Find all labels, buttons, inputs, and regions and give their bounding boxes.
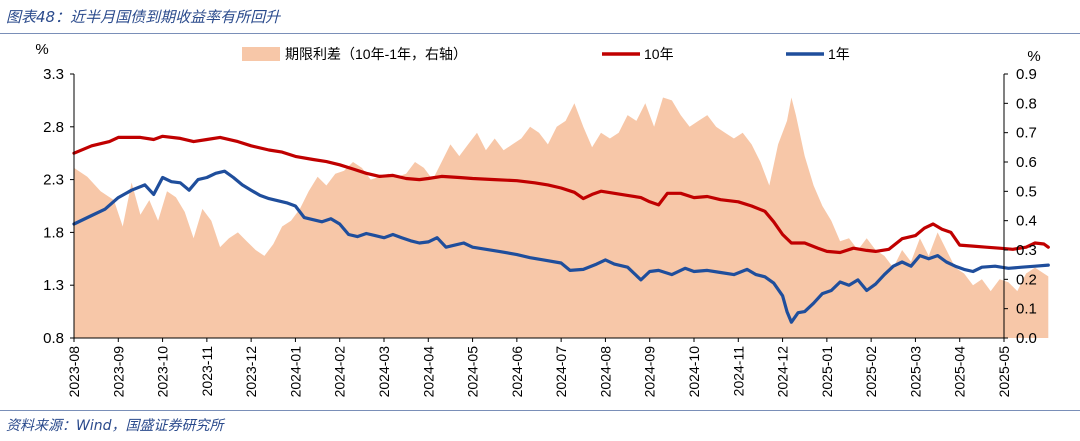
x-tick-label: 2024-04 xyxy=(420,346,436,398)
x-tick-label: 2023-10 xyxy=(155,346,171,398)
x-tick-label: 2024-03 xyxy=(376,346,392,398)
x-tick-label: 2025-04 xyxy=(952,346,968,398)
x-tick-label: 2024-05 xyxy=(465,346,481,398)
x-tick-label: 2024-06 xyxy=(509,346,525,398)
right-tick-label: 0.3 xyxy=(1016,242,1037,259)
left-unit-label: % xyxy=(35,41,48,58)
x-tick-label: 2024-02 xyxy=(332,346,348,398)
x-tick-label: 2025-01 xyxy=(819,346,835,398)
x-tick-label: 2025-02 xyxy=(863,346,879,398)
left-tick-label: 1.3 xyxy=(43,277,64,294)
spread-area xyxy=(74,97,1049,338)
left-tick-label: 3.3 xyxy=(43,66,64,83)
right-tick-label: 0.2 xyxy=(1016,271,1037,288)
line-1y xyxy=(72,169,1050,324)
x-tick-label: 2025-05 xyxy=(996,346,1012,398)
right-tick-label: 0.0 xyxy=(1016,330,1037,347)
x-tick-label: 2023-12 xyxy=(243,346,259,398)
axes-layer: 3.32.82.31.81.30.8%0.90.80.70.60.50.40.3… xyxy=(35,41,1040,397)
caption-divider xyxy=(0,33,1080,34)
x-tick-label: 2024-07 xyxy=(553,346,569,398)
x-tick-label: 2024-08 xyxy=(597,346,613,398)
bond-yield-chart: 3.32.82.31.81.30.8%0.90.80.70.60.50.40.3… xyxy=(35,41,1050,397)
legend-swatch-spread xyxy=(242,47,280,61)
left-tick-label: 2.8 xyxy=(43,119,64,136)
left-tick-label: 1.8 xyxy=(43,224,64,241)
figure-caption: 图表48：近半月国债到期收益率有所回升 xyxy=(6,8,281,26)
legend-label-1y: 1年 xyxy=(828,46,850,62)
x-tick-label: 2025-03 xyxy=(907,346,923,398)
right-tick-label: 0.1 xyxy=(1016,301,1037,318)
source-note: 资料来源：Wind，国盛证券研究所 xyxy=(6,418,224,434)
line-10y xyxy=(72,134,1050,255)
right-tick-label: 0.8 xyxy=(1016,95,1037,112)
legend: 期限利差（10年-1年，右轴） 10年 1年 xyxy=(242,46,850,62)
legend-label-10y: 10年 xyxy=(644,46,674,62)
yield-lines-layer xyxy=(72,134,1050,324)
x-tick-label: 2023-08 xyxy=(66,346,82,398)
right-tick-label: 0.4 xyxy=(1016,213,1037,230)
right-unit-label: % xyxy=(1027,48,1040,65)
x-tick-label: 2024-01 xyxy=(287,346,303,398)
x-tick-label: 2023-09 xyxy=(110,346,126,398)
right-tick-label: 0.6 xyxy=(1016,154,1037,171)
x-tick-label: 2024-11 xyxy=(730,346,746,397)
right-tick-label: 0.7 xyxy=(1016,125,1037,142)
legend-label-spread: 期限利差（10年-1年，右轴） xyxy=(285,46,467,62)
x-tick-label: 2024-09 xyxy=(642,346,658,398)
left-tick-label: 2.3 xyxy=(43,172,64,189)
x-tick-label: 2024-10 xyxy=(686,346,702,398)
left-tick-label: 0.8 xyxy=(43,330,64,347)
spread-area-layer xyxy=(74,97,1049,338)
x-tick-label: 2023-11 xyxy=(199,346,215,397)
footer-divider xyxy=(0,410,1080,411)
right-tick-label: 0.5 xyxy=(1016,183,1037,200)
x-tick-label: 2024-12 xyxy=(775,346,791,398)
right-tick-label: 0.9 xyxy=(1016,66,1037,83)
